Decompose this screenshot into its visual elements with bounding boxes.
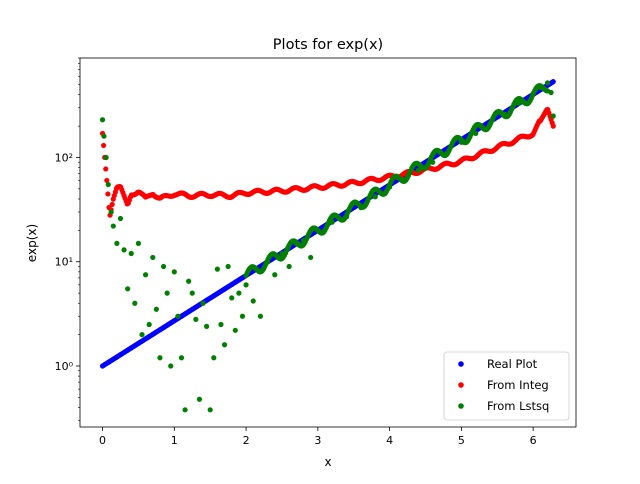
y-tick-label: 10¹ bbox=[55, 256, 73, 269]
data-point bbox=[239, 313, 246, 319]
data-point bbox=[372, 194, 378, 200]
data-point bbox=[225, 263, 231, 270]
data-point bbox=[150, 254, 156, 261]
data-point bbox=[550, 113, 556, 119]
data-point bbox=[189, 290, 195, 296]
data-point bbox=[250, 298, 256, 304]
data-point bbox=[193, 316, 199, 322]
legend-box bbox=[443, 351, 570, 421]
x-tick-label: 0 bbox=[99, 434, 106, 447]
data-point bbox=[103, 154, 109, 161]
plot-area: 0 1 2 3 4 5 6 10⁰ 10¹ 10² bbox=[55, 57, 577, 447]
data-point bbox=[204, 323, 210, 329]
legend-label: Real Plot bbox=[487, 357, 538, 371]
data-point bbox=[121, 247, 127, 253]
data-point bbox=[218, 321, 224, 328]
data-point bbox=[550, 79, 556, 85]
data-point bbox=[160, 263, 167, 270]
legend-marker bbox=[458, 403, 464, 409]
legend-label: From Integ bbox=[487, 378, 549, 392]
data-point bbox=[110, 223, 116, 229]
data-point bbox=[168, 363, 174, 369]
data-point bbox=[105, 181, 111, 188]
data-point bbox=[171, 269, 177, 275]
data-point bbox=[182, 407, 188, 413]
x-axis-label: x bbox=[324, 455, 331, 469]
data-point bbox=[211, 355, 217, 361]
data-point bbox=[104, 177, 110, 184]
data-point bbox=[229, 295, 235, 301]
data-points-group bbox=[99, 79, 556, 413]
data-point bbox=[109, 201, 115, 208]
data-point bbox=[550, 123, 556, 129]
data-point bbox=[135, 240, 142, 246]
data-point bbox=[272, 272, 278, 278]
data-point bbox=[105, 191, 111, 197]
data-point bbox=[157, 355, 163, 361]
data-point bbox=[186, 278, 192, 284]
data-point bbox=[128, 250, 134, 257]
data-point bbox=[146, 321, 152, 328]
data-point bbox=[178, 355, 185, 361]
data-point bbox=[544, 80, 551, 86]
chart-title: Plots for exp(x) bbox=[273, 37, 383, 53]
x-tick-label: 1 bbox=[171, 434, 178, 447]
axes-frame bbox=[79, 57, 577, 428]
data-point bbox=[308, 254, 314, 261]
y-tick-label: 10² bbox=[55, 151, 73, 164]
data-point bbox=[214, 266, 220, 272]
data-point bbox=[101, 133, 107, 139]
data-point bbox=[125, 286, 131, 292]
data-point bbox=[196, 396, 203, 402]
data-point bbox=[117, 215, 124, 222]
data-point bbox=[164, 290, 170, 296]
data-point bbox=[236, 290, 242, 296]
data-point bbox=[232, 327, 238, 333]
data-point bbox=[114, 240, 120, 246]
data-point bbox=[544, 88, 551, 94]
data-point bbox=[243, 282, 249, 288]
legend-marker bbox=[458, 361, 464, 367]
x-tick-label: 4 bbox=[386, 434, 393, 447]
data-point bbox=[257, 313, 264, 319]
x-tick-label: 6 bbox=[530, 434, 537, 447]
chart-legend: Real Plot From Integ From Lstsq bbox=[443, 351, 570, 421]
data-point bbox=[221, 342, 228, 348]
data-point bbox=[139, 332, 145, 338]
data-point bbox=[286, 263, 292, 270]
data-point bbox=[142, 272, 149, 278]
data-point bbox=[415, 167, 421, 174]
data-point bbox=[200, 300, 206, 306]
data-point bbox=[101, 142, 107, 149]
legend-label: From Lstsq bbox=[487, 399, 549, 413]
legend-marker bbox=[458, 382, 464, 388]
data-point bbox=[175, 313, 181, 319]
x-tick-label: 5 bbox=[458, 434, 465, 447]
y-tick-label: 10⁰ bbox=[55, 360, 74, 373]
x-tick-label: 3 bbox=[314, 434, 321, 447]
data-point bbox=[108, 209, 114, 215]
data-point bbox=[153, 306, 159, 312]
data-point bbox=[103, 166, 109, 172]
data-point bbox=[207, 407, 213, 413]
y-axis-label: exp(x) bbox=[25, 224, 39, 262]
data-point bbox=[99, 117, 106, 123]
x-tick-label: 2 bbox=[243, 434, 250, 447]
series-from-lstsq bbox=[99, 80, 556, 413]
data-point bbox=[132, 300, 138, 306]
